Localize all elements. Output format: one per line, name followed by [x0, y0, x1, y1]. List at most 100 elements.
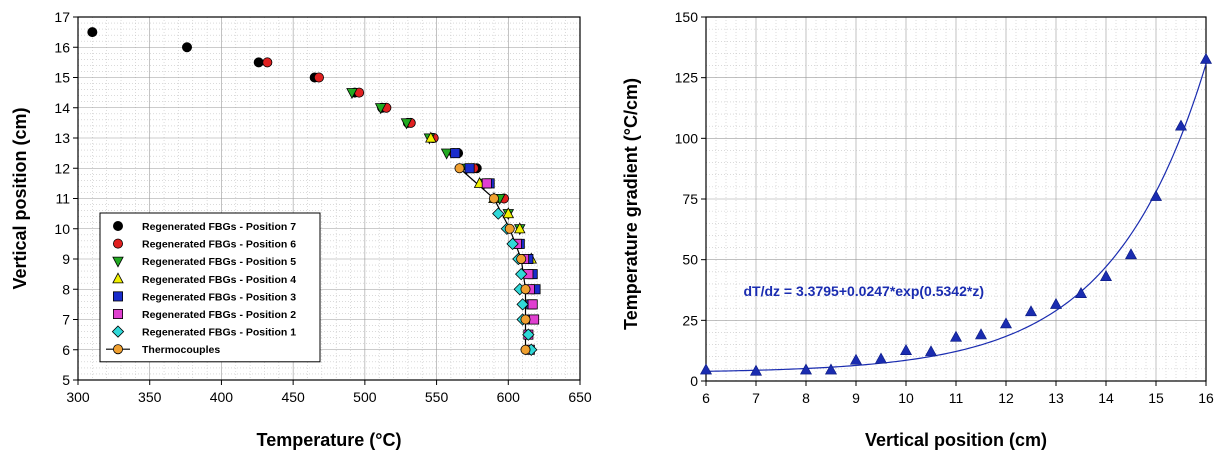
gradient-data-point	[1049, 297, 1063, 309]
regenerated-fbgs-position-5-point	[374, 103, 387, 115]
gradient-data-point	[849, 353, 863, 365]
gradient-data-point	[1124, 248, 1138, 260]
y-tick-label: 12	[54, 160, 70, 176]
y-tick-label: 150	[675, 9, 699, 25]
x-tick-label: 6	[702, 390, 710, 406]
gradient-data-point	[1024, 305, 1038, 317]
thermocouples-point	[454, 163, 465, 174]
x-tick-label: 550	[425, 389, 449, 405]
regenerated-fbgs-position-1-point	[515, 267, 528, 281]
thermocouples-point	[504, 223, 515, 234]
regenerated-fbgs-position-7-point	[87, 27, 98, 38]
thermocouples-point	[520, 344, 531, 355]
y-axis-label: Temperature gradient (°C/cm)	[621, 78, 641, 330]
y-tick-label: 125	[675, 70, 699, 86]
x-tick-label: 600	[497, 389, 521, 405]
regenerated-fbgs-position-5-point	[440, 148, 453, 160]
thermocouples-point	[520, 314, 531, 325]
legend-label: Regenerated FBGs - Position 5	[142, 256, 296, 268]
legend-box	[99, 212, 321, 363]
y-tick-label: 6	[62, 342, 70, 358]
x-tick-label: 10	[898, 390, 914, 406]
legend-label: Regenerated FBGs - Position 1	[142, 327, 296, 339]
gradient-data-point	[974, 328, 988, 340]
legend-marker	[113, 291, 124, 302]
fit-equation-annotation: dT/dz = 3.3795+0.0247*exp(0.5342*z)	[744, 283, 984, 299]
axis-ticks: 300 350 400 450 500 550 600 650 5 6 7 8 9 10 11 12 13 14 1…	[54, 9, 591, 405]
gradient-data-point	[949, 330, 963, 342]
gradient-data-point	[1149, 189, 1163, 201]
y-tick-label: 0	[690, 373, 698, 389]
regenerated-fbgs-position-5-point	[400, 118, 413, 130]
regenerated-fbgs-position-1-point	[516, 298, 529, 311]
x-tick-label: 7	[752, 390, 760, 406]
axis-ticks: 6 7 8 9 10 11 12 13 14 15 16 0 25 50 75 100 125 150	[675, 9, 1214, 406]
x-axis-label: Temperature (°C)	[257, 430, 402, 450]
regenerated-fbgs-position-2-point	[529, 314, 540, 325]
y-tick-label: 17	[54, 9, 70, 25]
temperature-profile-chart: 300 350 400 450 500 550 600 650 5 6 7 8 9 10 11 12 13 14 1…	[10, 9, 592, 450]
thermocouples-point	[488, 193, 499, 204]
y-tick-label: 50	[682, 252, 698, 268]
x-tick-label: 16	[1198, 390, 1214, 406]
data-marks	[699, 52, 1213, 376]
regenerated-fbgs-position-1-point	[492, 207, 505, 220]
y-tick-label: 14	[54, 100, 70, 116]
exponential-fit-curve	[705, 63, 1207, 372]
x-tick-label: 14	[1098, 390, 1114, 406]
legend-label: Regenerated FBGs - Position 2	[142, 309, 296, 321]
x-tick-label: 12	[998, 390, 1014, 406]
legend-label: Regenerated FBGs - Position 4	[142, 274, 296, 286]
gradient-data-point	[1099, 270, 1113, 281]
gradient-data-point	[749, 364, 763, 376]
gradient-data-point	[999, 317, 1013, 329]
y-axis-label: Vertical position (cm)	[10, 107, 30, 289]
x-tick-label: 450	[281, 389, 305, 405]
x-tick-label: 400	[210, 389, 234, 405]
regenerated-fbgs-position-7-point	[182, 42, 193, 53]
legend-label: Regenerated FBGs - Position 3	[142, 291, 296, 303]
y-tick-label: 7	[62, 312, 70, 328]
regenerated-fbgs-position-3-point	[450, 148, 461, 159]
regenerated-fbgs-position-2-point	[527, 299, 538, 310]
thermocouples-point	[516, 253, 527, 264]
regenerated-fbgs-position-1-point	[506, 237, 519, 251]
gradient-data-point	[874, 352, 888, 364]
temperature-gradient-chart: 6 7 8 9 10 11 12 13 14 15 16 0 25 50 75 100 125 150 dT/dz…	[621, 9, 1214, 450]
y-tick-label: 10	[54, 221, 70, 237]
gradient-data-point	[824, 363, 838, 375]
y-tick-label: 5	[62, 372, 70, 388]
x-tick-label: 350	[138, 389, 162, 405]
legend-label: Regenerated FBGs - Position 7	[142, 221, 296, 233]
regenerated-fbgs-position-5-point	[346, 88, 358, 100]
x-axis-label: Vertical position (cm)	[865, 430, 1047, 450]
x-tick-label: 300	[66, 389, 90, 405]
y-tick-label: 13	[54, 130, 70, 146]
y-tick-label: 8	[62, 281, 70, 297]
y-tick-label: 11	[55, 191, 70, 207]
x-tick-label: 13	[1048, 390, 1064, 406]
gradient-data-point	[899, 344, 913, 355]
legend-marker	[113, 308, 124, 319]
regenerated-fbgs-position-7-point	[253, 57, 264, 68]
gradient-data-point	[924, 345, 938, 357]
data-marks	[87, 27, 541, 356]
regenerated-fbgs-position-1-point	[522, 328, 535, 341]
y-tick-label: 100	[675, 130, 699, 146]
regenerated-fbgs-position-4-point	[502, 207, 515, 219]
gradient-data-point	[1174, 119, 1188, 131]
x-tick-label: 9	[852, 390, 860, 406]
legend: Regenerated FBGs - Position 7 Regenerated…	[99, 212, 321, 363]
grid	[705, 16, 1207, 382]
regenerated-fbgs-position-4-point	[425, 131, 437, 143]
x-tick-label: 15	[1148, 390, 1164, 406]
gradient-data-point	[1199, 52, 1213, 64]
x-tick-label: 500	[353, 389, 377, 405]
gradient-data-point	[799, 363, 813, 375]
regenerated-fbgs-position-4-point	[513, 222, 526, 234]
legend-marker	[113, 238, 124, 249]
legend-label: Regenerated FBGs - Position 6	[142, 239, 296, 251]
x-tick-label: 8	[802, 390, 810, 406]
x-tick-label: 11	[949, 390, 964, 406]
regenerated-fbgs-position-6-point	[313, 72, 324, 83]
